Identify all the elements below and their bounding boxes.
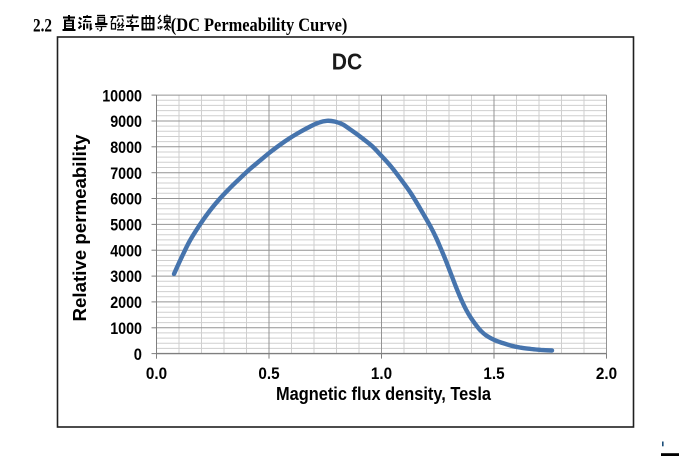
svg-text:2.2: 2.2	[33, 15, 52, 36]
svg-text:DC: DC	[332, 49, 363, 75]
svg-text:0: 0	[134, 345, 142, 364]
svg-text:(DC Permeability Curve): (DC Permeability Curve)	[171, 15, 348, 36]
svg-text:5000: 5000	[110, 216, 142, 235]
svg-text:10000: 10000	[102, 86, 142, 105]
svg-text:3000: 3000	[110, 267, 142, 286]
svg-text:Relative permeability: Relative permeability	[69, 134, 90, 322]
svg-text:0.5: 0.5	[258, 364, 279, 383]
svg-text:Magnetic flux density, Tesla: Magnetic flux density, Tesla	[276, 383, 492, 404]
svg-text:9000: 9000	[110, 112, 142, 131]
svg-text:7000: 7000	[110, 164, 142, 183]
svg-text:6000: 6000	[110, 190, 142, 209]
svg-text:4000: 4000	[110, 241, 142, 260]
svg-text:2.0: 2.0	[596, 364, 617, 383]
svg-text:1000: 1000	[110, 319, 142, 338]
svg-text:0.0: 0.0	[146, 364, 167, 383]
svg-text:8000: 8000	[110, 138, 142, 157]
svg-text:1.5: 1.5	[483, 364, 504, 383]
svg-text:2000: 2000	[110, 293, 142, 312]
svg-text:1.0: 1.0	[371, 364, 392, 383]
